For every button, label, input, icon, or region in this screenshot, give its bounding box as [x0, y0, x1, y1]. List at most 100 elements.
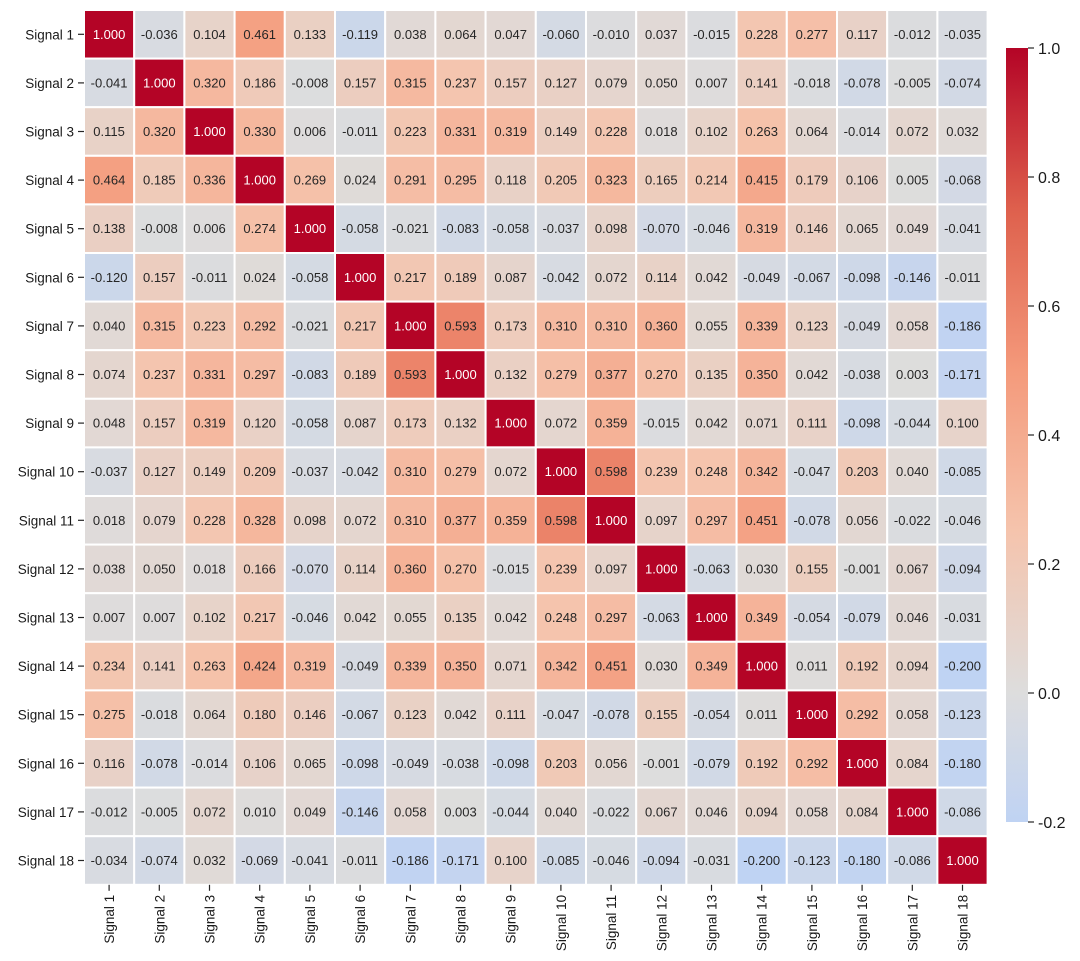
heatmap-cell	[936, 349, 989, 400]
cell-value-label: 0.084	[896, 756, 929, 771]
heatmap-cell	[334, 252, 387, 303]
cell-value-label: 0.127	[545, 75, 578, 90]
cell-value-label: 1.000	[846, 756, 879, 771]
cell-value-label: -0.014	[844, 124, 881, 139]
cell-value-label: 0.228	[193, 513, 226, 528]
heatmap-cells: 1.000 -0.036 0.104 0.461 0.133 -0.119 0.038 0.0…	[83, 9, 989, 886]
cell-value-label: 0.360	[394, 561, 427, 576]
heatmap-cell	[334, 835, 387, 886]
heatmap-cell	[183, 640, 236, 692]
heatmap-cell	[283, 738, 336, 789]
cell-value-label: 0.223	[193, 318, 226, 333]
cell-value-label: 0.042	[695, 270, 728, 285]
x-tick-label: Signal 14	[755, 894, 770, 951]
heatmap-cell	[233, 397, 286, 449]
cell-value-label: 0.038	[394, 27, 427, 42]
cell-value-label: 0.295	[444, 173, 477, 188]
heatmap-cell	[484, 203, 537, 254]
heatmap-cell	[635, 640, 688, 692]
cell-value-label: 0.058	[896, 707, 929, 722]
cell-value-label: -0.078	[793, 513, 830, 528]
y-tick-label: Signal 4	[25, 173, 74, 188]
cell-value-label: -0.058	[492, 221, 529, 236]
heatmap-cell	[133, 835, 186, 886]
heatmap-cell	[83, 154, 136, 206]
cell-value-label: -0.086	[944, 804, 981, 819]
heatmap-cell	[233, 57, 286, 109]
cell-value-label: 0.135	[444, 610, 477, 625]
heatmap-cell	[534, 835, 587, 886]
cell-value-label: 0.046	[896, 610, 929, 625]
heatmap-cell	[484, 495, 537, 546]
heatmap-cell	[635, 106, 688, 157]
heatmap-cell	[585, 57, 638, 109]
cell-value-label: 0.166	[243, 561, 276, 576]
heatmap-cell	[886, 106, 939, 157]
cell-value-label: 0.032	[193, 853, 226, 868]
heatmap-cell	[936, 300, 989, 352]
cell-value-label: 0.157	[143, 416, 176, 431]
cell-value-label: 0.047	[494, 27, 527, 42]
cell-value-label: 0.042	[444, 707, 477, 722]
heatmap-cell	[334, 349, 387, 400]
cell-value-label: -0.044	[894, 416, 931, 431]
cell-value-label: 0.149	[193, 464, 226, 479]
heatmap-cell	[785, 786, 838, 838]
cell-value-label: 0.037	[645, 27, 678, 42]
cell-value-label: -0.001	[844, 561, 881, 576]
cell-value-label: 0.056	[595, 756, 628, 771]
cell-value-label: -0.094	[944, 561, 981, 576]
cell-value-label: -0.021	[392, 221, 429, 236]
cell-value-label: 1.000	[896, 804, 929, 819]
cell-value-label: 0.072	[545, 416, 578, 431]
heatmap-cell	[283, 640, 336, 692]
cell-value-label: 0.049	[294, 804, 327, 819]
heatmap-cell	[434, 543, 487, 595]
cell-value-label: 0.377	[595, 367, 628, 382]
x-tick-label: Signal 13	[705, 895, 720, 951]
cell-value-label: 0.067	[896, 561, 929, 576]
cell-value-label: 0.263	[745, 124, 778, 139]
heatmap-cell	[484, 252, 537, 303]
cell-value-label: 0.072	[494, 464, 527, 479]
heatmap-cell	[534, 786, 587, 838]
cell-value-label: -0.098	[844, 270, 881, 285]
heatmap-cell	[936, 397, 989, 449]
heatmap-cell	[585, 397, 638, 449]
heatmap-cell	[384, 300, 437, 352]
cell-value-label: 1.000	[344, 270, 377, 285]
cell-value-label: 0.292	[243, 318, 276, 333]
heatmap-cell	[635, 9, 688, 60]
heatmap-cell	[886, 9, 939, 60]
cell-value-label: 0.120	[243, 416, 276, 431]
cell-value-label: -0.074	[944, 75, 981, 90]
heatmap-cell	[183, 203, 236, 254]
cell-value-label: 0.065	[294, 756, 327, 771]
cell-value-label: 0.141	[143, 659, 176, 674]
heatmap-cell	[83, 397, 136, 449]
heatmap-cell	[334, 203, 387, 254]
cell-value-label: 0.461	[243, 27, 276, 42]
cell-value-label: 0.155	[796, 561, 829, 576]
y-tick-label: Signal 11	[19, 513, 74, 528]
heatmap-cell	[886, 495, 939, 546]
cell-value-label: -0.038	[442, 756, 479, 771]
cell-value-label: 0.228	[745, 27, 778, 42]
cell-value-label: -0.034	[91, 853, 128, 868]
heatmap-cell	[585, 495, 638, 546]
heatmap-cell	[133, 203, 186, 254]
cell-value-label: 0.104	[193, 27, 226, 42]
cell-value-label: -0.037	[91, 464, 128, 479]
x-tick-label: Signal 4	[253, 894, 268, 943]
cell-value-label: -0.070	[291, 561, 328, 576]
heatmap-cell	[735, 252, 788, 303]
x-tick-label: Signal 8	[454, 895, 469, 944]
heatmap-cell	[133, 640, 186, 692]
cell-value-label: 0.319	[745, 221, 778, 236]
cell-value-label: 0.072	[896, 124, 929, 139]
cell-value-label: -0.042	[342, 464, 379, 479]
cell-value-label: -0.015	[492, 561, 529, 576]
cell-value-label: 0.157	[143, 270, 176, 285]
